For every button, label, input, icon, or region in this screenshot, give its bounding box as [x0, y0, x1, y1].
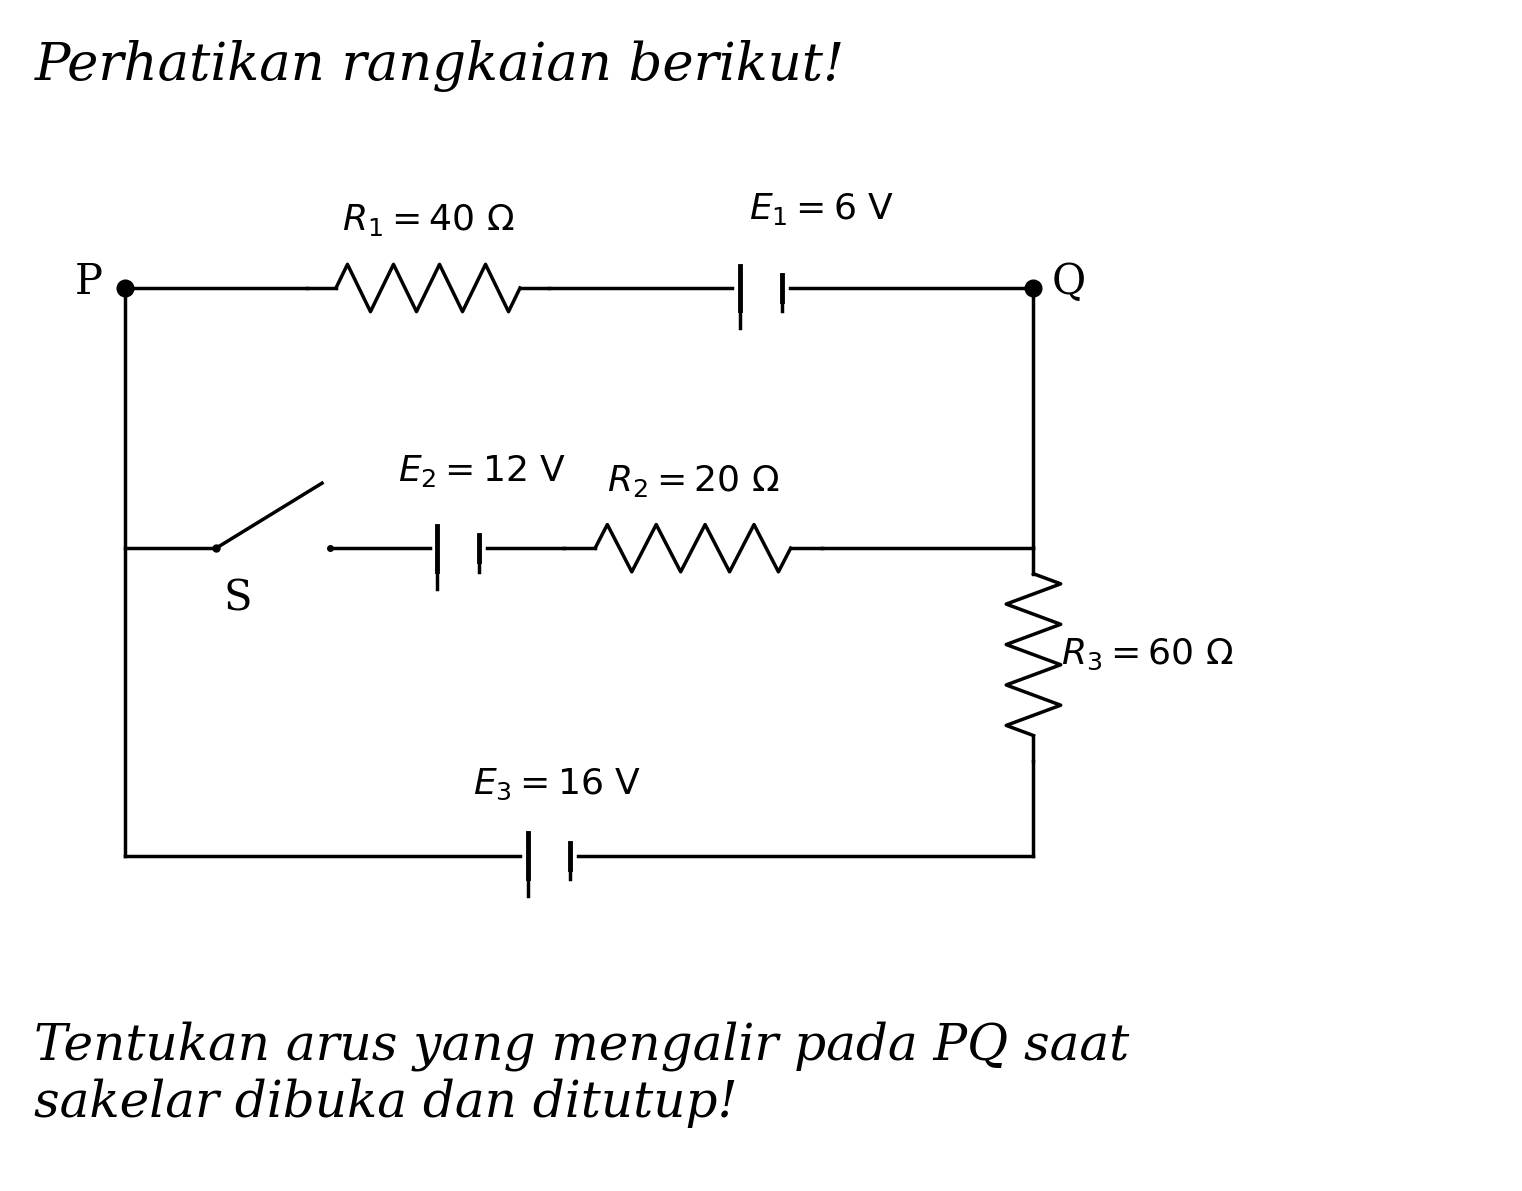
Text: Perhatikan rangkaian berikut!: Perhatikan rangkaian berikut! — [35, 39, 845, 92]
Text: Tentukan arus yang mengalir pada PQ saat
sakelar dibuka dan ditutup!: Tentukan arus yang mengalir pada PQ saat… — [35, 1021, 1129, 1128]
Text: $E_3 = 16\ \mathrm{V}$: $E_3 = 16\ \mathrm{V}$ — [473, 767, 642, 803]
Text: S: S — [224, 578, 253, 619]
Text: $E_2 = 12\ \mathrm{V}$: $E_2 = 12\ \mathrm{V}$ — [397, 453, 566, 490]
Text: $R_1 = 40\ \Omega$: $R_1 = 40\ \Omega$ — [342, 202, 514, 238]
Text: Q: Q — [1052, 261, 1085, 303]
Text: $E_1 = 6\ \mathrm{V}$: $E_1 = 6\ \mathrm{V}$ — [749, 191, 895, 226]
Text: $R_2 = 20\ \Omega$: $R_2 = 20\ \Omega$ — [607, 462, 779, 499]
Text: P: P — [75, 261, 102, 303]
Text: $R_3 = 60\ \Omega$: $R_3 = 60\ \Omega$ — [1061, 637, 1233, 672]
